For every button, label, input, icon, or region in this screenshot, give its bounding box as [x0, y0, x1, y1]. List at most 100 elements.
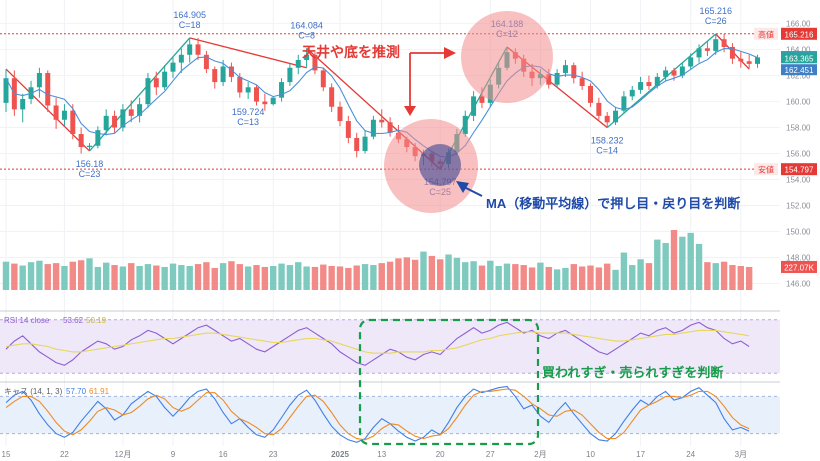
- volume-bar: [61, 266, 68, 290]
- candle-body: [112, 115, 118, 128]
- candle-body: [220, 66, 226, 83]
- volume-bar: [136, 266, 143, 290]
- volume-bar: [194, 264, 202, 290]
- volume-bar: [695, 243, 703, 290]
- pivot-count: C=8: [298, 30, 315, 40]
- volume-bar: [111, 265, 118, 290]
- candle-body: [588, 85, 593, 103]
- volume-tag: 227.07K: [784, 263, 814, 272]
- volume-bar: [612, 269, 619, 290]
- volume-bar: [103, 262, 110, 290]
- volume-bar: [745, 266, 753, 290]
- rsi-header: RSI 14 close: [4, 316, 50, 325]
- volume-bar: [161, 266, 168, 290]
- candle-body: [304, 54, 310, 60]
- oscillator-line: [5, 388, 750, 441]
- volume-bars: [2, 230, 753, 290]
- volume-bar: [186, 266, 193, 290]
- volume-bar: [629, 265, 636, 290]
- candle-body: [462, 115, 468, 135]
- stoch-value: 57.70: [66, 387, 87, 396]
- volume-bar: [19, 265, 26, 290]
- candle-body: [262, 101, 268, 105]
- volume-bar: [128, 263, 135, 290]
- price-tick: 162.00: [786, 72, 811, 81]
- candle-body: [70, 110, 76, 135]
- time-tick: 2025: [331, 450, 349, 459]
- candle-body: [554, 72, 560, 85]
- price-tag: 162.451: [785, 66, 814, 75]
- volume-bar: [470, 261, 477, 290]
- volume-bar: [704, 262, 711, 290]
- price-tick: 158.00: [786, 124, 811, 133]
- volume-bar: [311, 266, 319, 290]
- pivot-count: C=14: [596, 146, 618, 156]
- level-label-bg: [754, 27, 778, 40]
- volume-bar: [211, 267, 218, 290]
- ma-highlight-circle: [419, 144, 461, 186]
- volume-bar: [462, 262, 469, 290]
- pivot-price: 164.084: [290, 20, 323, 30]
- ma-note: MA（移動平均線）で押し目・戻り目を判断: [486, 196, 740, 211]
- volume-bar: [545, 266, 552, 290]
- candle-body: [679, 66, 685, 76]
- candle-body: [20, 98, 26, 110]
- candle-body: [646, 82, 652, 86]
- pivot-price: 165.216: [699, 6, 732, 16]
- volume-bar: [286, 265, 294, 290]
- red-arrow-head: [404, 106, 416, 116]
- candle-body: [36, 72, 42, 88]
- volume-bar: [578, 266, 586, 290]
- candle-body: [203, 54, 209, 70]
- candle-body: [562, 65, 568, 73]
- volume-bar: [236, 264, 243, 290]
- top-bottom-note: 天井や底を推測: [302, 44, 400, 60]
- candle-body: [3, 78, 9, 103]
- volume-bar: [495, 266, 502, 290]
- volume-bar: [370, 265, 377, 290]
- time-tick: 27: [486, 450, 495, 459]
- candle-body: [354, 137, 360, 151]
- volume-bar: [328, 266, 335, 290]
- time-tick: 9: [171, 450, 176, 459]
- volume-bar: [595, 267, 603, 290]
- volume-bar: [36, 260, 43, 290]
- candle-body: [738, 58, 744, 62]
- volume-bar: [253, 265, 260, 290]
- volume-bar: [345, 267, 352, 290]
- candle-body: [137, 104, 143, 116]
- candle-body: [729, 46, 735, 59]
- volume-bar: [295, 262, 302, 290]
- candle-body: [721, 39, 727, 47]
- volume-bar: [487, 260, 494, 290]
- volume-bar: [320, 264, 327, 290]
- candle-body: [362, 136, 368, 151]
- price-tick: 148.00: [786, 254, 811, 263]
- volume-bar: [278, 263, 285, 290]
- price-tick: 156.00: [786, 150, 811, 159]
- candle-body: [345, 121, 351, 138]
- candle-body: [237, 76, 243, 93]
- volume-bar: [44, 264, 51, 290]
- volume-bar: [528, 267, 536, 290]
- volume-bar: [604, 263, 611, 290]
- pivot-price: 156.18: [76, 159, 104, 169]
- time-axis: 15 22 12月 9 16 23 2025 13 20 27 2月 10 17 24 3月: [2, 450, 747, 459]
- volume-bar: [437, 259, 444, 290]
- volume-bar: [386, 261, 394, 290]
- price-axis: 146.00 148.00 150.00 152.00 154.00 156.00 158.…: [780, 0, 820, 461]
- candle-body: [61, 110, 67, 120]
- candle-body: [579, 78, 585, 86]
- level-label: 安値: [758, 165, 774, 175]
- price-tick: 164.00: [786, 46, 811, 55]
- volume-bar: [219, 263, 227, 290]
- pivot-count: C=18: [179, 20, 201, 30]
- level-tag-bg: [781, 163, 817, 176]
- volume-bar: [645, 263, 653, 290]
- time-tick: 10: [586, 450, 595, 459]
- rsi-value-2: 50.19: [86, 316, 107, 325]
- volume-bar: [336, 266, 344, 290]
- blue-arrow-head: [456, 181, 469, 193]
- volume-bar: [94, 266, 102, 290]
- volume-bar: [361, 264, 369, 290]
